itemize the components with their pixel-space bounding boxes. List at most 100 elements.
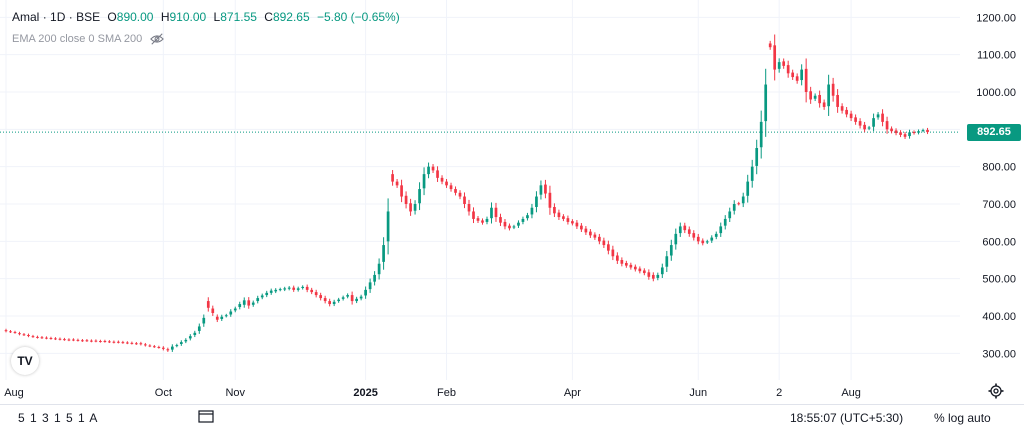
time-tick-label: Aug [841, 387, 861, 399]
candle-body [314, 292, 318, 296]
candle-body [849, 113, 853, 119]
candle-body [737, 203, 741, 205]
candle-body [40, 337, 44, 339]
candle-body [872, 118, 875, 127]
candle-body [831, 83, 835, 96]
candle-body [319, 295, 323, 299]
candle-body [845, 109, 848, 115]
candle-body [18, 333, 21, 335]
candle-body [31, 336, 35, 338]
candle-body [63, 339, 66, 341]
candle-body [328, 301, 332, 305]
candle-body [72, 339, 75, 341]
candle-body [76, 339, 80, 341]
candle-body [777, 62, 781, 69]
indicator-legend[interactable]: EMA 200 close 0 SMA 200 [12, 32, 165, 46]
candle-body [858, 121, 862, 126]
price-tick-label: 1100.00 [977, 50, 1016, 62]
candle-body [386, 211, 390, 242]
candle-body [580, 225, 583, 230]
candle-body [481, 220, 484, 223]
price-chart-plot[interactable] [0, 0, 960, 380]
candle-body [144, 344, 147, 346]
candle-body [260, 295, 264, 298]
indicator-label[interactable]: EMA 200 close 0 SMA 200 [12, 33, 143, 45]
time-tick-label: Feb [437, 387, 456, 399]
candle-body [332, 301, 336, 305]
candle-body [13, 332, 17, 334]
candle-body [206, 301, 210, 308]
close-label: C [264, 10, 273, 24]
candle-body [382, 245, 385, 262]
candle-body [108, 341, 111, 343]
candle-body [184, 339, 188, 342]
candle-body [179, 342, 183, 344]
candle-body [530, 207, 534, 215]
candle-body [296, 288, 300, 290]
candle-body [602, 240, 606, 246]
candle-body [413, 204, 417, 211]
candle-body [346, 295, 349, 297]
candle-body [283, 288, 287, 290]
candle-body [287, 287, 291, 289]
candle-body [746, 181, 750, 196]
candle-body [152, 346, 156, 348]
open-value: 890.00 [116, 10, 154, 24]
candle-body [368, 282, 372, 290]
gear-icon[interactable] [988, 383, 1004, 399]
candle-body [45, 337, 48, 339]
price-tick-label: 600.00 [982, 236, 1016, 248]
candle-body [840, 106, 844, 111]
bottom-toolbar: 5 1 3 1 5 1 A 18:55:07 (UTC+5:30) % log … [0, 404, 1024, 425]
clock-readout[interactable]: 18:55:07 (UTC+5:30) [790, 411, 904, 425]
candle-body [103, 341, 107, 343]
candle-body [512, 226, 516, 228]
calendar-icon[interactable] [198, 409, 214, 423]
time-tick-label: Aug [4, 387, 24, 399]
candle-body [436, 170, 439, 178]
candle-body [804, 68, 808, 92]
candle-body [409, 203, 412, 212]
candle-body [161, 347, 165, 349]
candle-body [22, 334, 26, 336]
price-tick-label: 1000.00 [976, 87, 1016, 99]
high-label: H [160, 10, 170, 24]
candle-body [112, 341, 116, 343]
price-tick-label: 400.00 [982, 311, 1016, 323]
candle-body [795, 76, 799, 81]
time-tick-label: 2025 [353, 387, 377, 399]
price-axis[interactable]: 1200.001100.001000.00900.00800.00700.006… [960, 0, 1024, 380]
candle-body [377, 263, 381, 275]
scale-options[interactable]: % log auto [934, 411, 991, 425]
candle-body [341, 297, 345, 299]
candle-body [768, 43, 772, 48]
eye-crossed-icon[interactable] [150, 32, 165, 46]
candle-body [233, 308, 237, 311]
range-buttons[interactable]: 5 1 3 1 5 1 A [18, 411, 99, 425]
symbol-name[interactable]: Amal [12, 10, 40, 24]
candle-body [117, 341, 120, 343]
candle-body [4, 330, 8, 332]
candle-body [139, 343, 143, 345]
candle-body [454, 189, 457, 193]
price-tick-label: 800.00 [982, 162, 1016, 174]
candle-body [566, 218, 570, 222]
price-tick-label: 300.00 [982, 348, 1016, 360]
candle-body [741, 196, 745, 204]
time-tick-label: Apr [564, 387, 581, 399]
interval-label[interactable]: 1D [50, 10, 66, 24]
candle-body [863, 124, 866, 130]
candle-body [692, 233, 696, 238]
candle-body [193, 332, 197, 336]
candle-body [656, 274, 660, 278]
time-axis[interactable]: Aug Oct Nov 2025 Feb Apr Jun 2 Aug [0, 380, 1024, 404]
tradingview-logo[interactable]: TV [11, 347, 39, 375]
candle-body [431, 166, 435, 171]
close-value: 892.65 [272, 10, 310, 24]
candle-body [710, 237, 714, 241]
candle-body [359, 296, 363, 299]
candle-body [867, 127, 871, 129]
candle-body [373, 274, 376, 282]
candle-body [130, 342, 134, 344]
candle-body [575, 222, 579, 227]
